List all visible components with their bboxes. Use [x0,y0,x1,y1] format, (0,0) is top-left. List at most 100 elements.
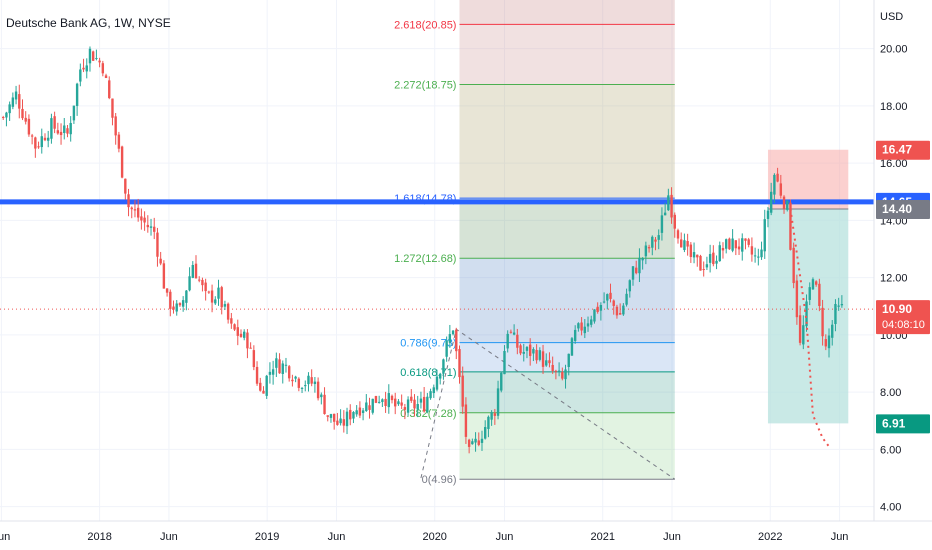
candle-body [795,280,799,318]
price-axis-currency: USD [880,11,903,23]
candle-body [101,63,105,74]
candle-body [567,353,570,368]
candle-body [699,255,702,271]
candle-body [50,118,53,139]
candle-body [432,387,435,394]
candle-body [686,241,689,247]
candle-body [394,398,397,407]
candle-body [66,128,69,134]
candle-body [352,412,355,419]
candle-body [570,338,574,356]
candle-body [618,313,622,315]
time-axis-tick: 2021 [590,531,614,543]
candle-body [606,294,609,301]
candle-body [506,333,509,349]
candle-body [528,344,532,356]
candle-body [602,301,606,303]
candle-body [503,350,506,375]
candle-body [63,125,66,133]
candle-body [670,194,673,218]
candle-body [461,375,464,407]
candle-body [397,401,400,405]
candle-body [561,371,564,379]
candle-body [422,396,426,412]
candle-body [336,420,339,425]
time-axis-tick: Jun [328,531,346,543]
fib-zone-band [459,412,675,480]
candle-body [95,58,98,60]
candle-body [496,388,500,416]
candle-body [37,146,40,148]
candle-body [750,246,754,255]
candle-body [406,399,410,413]
candle-body [779,183,783,196]
candle-body [708,254,712,263]
fib-zone-band [459,258,675,343]
candle-body [268,371,272,375]
candle-body [500,372,503,391]
candle-body [625,293,628,305]
fib-level-label: 0(4.96) [422,474,457,486]
candle-body [660,215,664,233]
candle-body [622,305,625,315]
price-label-value: 16.47 [882,143,912,157]
candle-body [262,390,265,394]
candle-body [786,200,789,210]
candle-body [837,305,840,307]
candle-body [615,306,619,316]
candle-body [821,307,824,337]
candle-body [220,287,223,308]
candle-body [300,387,304,389]
candle-body [705,264,709,268]
candle-body [769,191,773,213]
price-label-tag [876,199,930,219]
candle-body [281,363,284,374]
candle-body [586,323,590,327]
candle-body [368,405,371,410]
candle-body [689,244,693,258]
candle-body [310,377,313,384]
price-label-countdown: 04:08:10 [882,319,925,331]
candle-body [275,358,278,368]
fib-level-label: 0.786(9.73) [400,338,456,350]
candle-body [647,247,651,249]
candle-body [316,381,320,399]
candle-body [538,350,542,360]
candle-body [246,332,249,349]
fib-zone-band [459,342,675,372]
candle-body [818,283,821,306]
candle-body [294,376,297,379]
candle-body [59,131,63,136]
candle-body [480,438,484,443]
candle-body [724,239,728,249]
candle-body [217,287,220,299]
candle-body [692,252,696,258]
price-axis-bg [874,0,932,550]
fib-level-label: 0.618(8.71) [400,367,456,379]
candle-body [522,351,525,354]
candle-body [43,137,47,141]
candle-body [114,116,117,136]
candle-body [551,364,554,372]
candle-body [198,279,201,281]
time-axis-tick: Jun [496,531,514,543]
candle-body [721,248,725,251]
candle-body [156,232,159,257]
candle-body [840,304,844,306]
candle-body [191,264,194,278]
candle-body [548,360,551,364]
candle-body [583,326,587,334]
candle-body [419,398,423,403]
candle-body [30,135,34,137]
candle-body [763,219,766,252]
candle-body [159,258,162,264]
candle-body [207,291,211,293]
candle-body [827,335,831,349]
price-axis-tick: 8.00 [880,387,901,399]
candle-body [387,393,391,408]
candle-body [304,385,307,387]
candle-body [104,75,108,79]
time-axis-tick: 2019 [255,531,279,543]
